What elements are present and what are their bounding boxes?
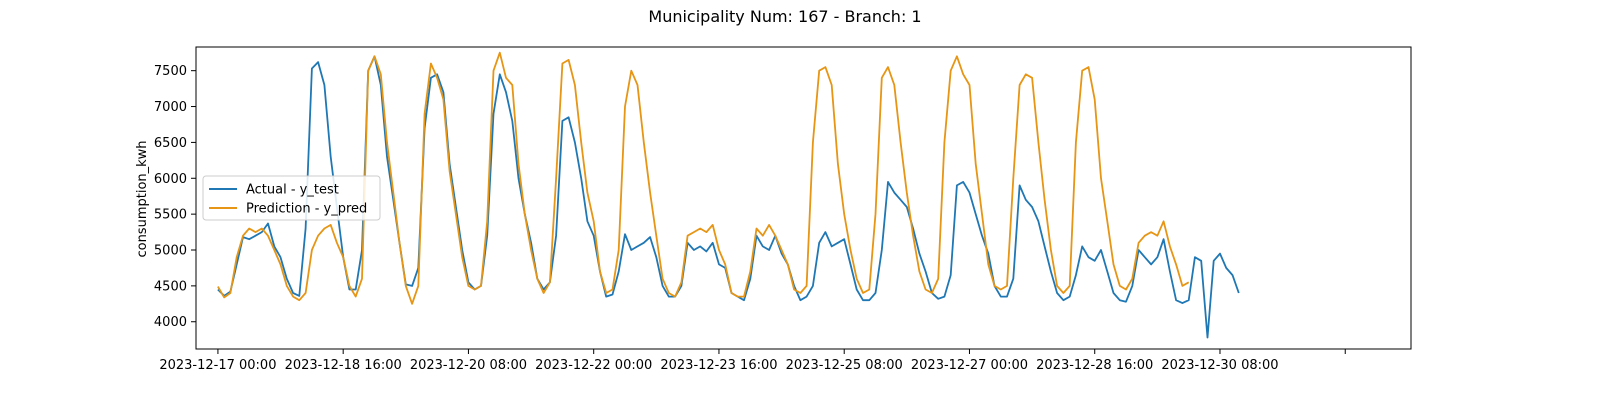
x-tick-label: 2023-12-20 08:00	[410, 358, 527, 373]
y-tick-label: 7500	[154, 64, 187, 79]
series-layer	[217, 51, 1240, 339]
y-tick-label: 5000	[154, 244, 187, 259]
x-tick-label: 2023-12-23 16:00	[660, 358, 777, 373]
x-tick-label: 2023-12-25 08:00	[786, 358, 903, 373]
x-axis: 2023-12-17 00:00 2023-12-18 16:00 2023-12-…	[159, 349, 1346, 373]
x-tick-label: 2023-12-27 00:00	[911, 358, 1028, 373]
y-tick-label: 4500	[154, 279, 187, 294]
x-tick-label: 2023-12-30 08:00	[1161, 358, 1278, 373]
legend-label: Prediction - y_pred	[246, 202, 367, 217]
chart-title: Municipality Num: 167 - Branch: 1	[648, 7, 921, 26]
y-tick-label: 6500	[154, 136, 187, 151]
x-tick-label: 2023-12-22 00:00	[535, 358, 652, 373]
legend-frame	[202, 175, 381, 221]
x-tick-label: 2023-12-18 16:00	[285, 358, 402, 373]
x-tick-label: 2023-12-28 16:00	[1036, 358, 1153, 373]
plot-area	[195, 46, 1412, 350]
y-tick-label: 5500	[154, 208, 187, 223]
y-axis: 4000 4500 5000 5500 6000 6500 7000 7500	[154, 64, 196, 330]
legend: Actual - y_test Prediction - y_pred	[202, 175, 381, 221]
legend-label: Actual - y_test	[246, 183, 339, 198]
y-axis-label: consumption_kwh	[135, 140, 150, 257]
y-tick-label: 6000	[154, 172, 187, 187]
series-line-prediction	[217, 51, 1190, 305]
x-tick-label: 2023-12-17 00:00	[159, 358, 276, 373]
y-tick-label: 7000	[154, 100, 187, 115]
y-tick-label: 4000	[154, 315, 187, 330]
